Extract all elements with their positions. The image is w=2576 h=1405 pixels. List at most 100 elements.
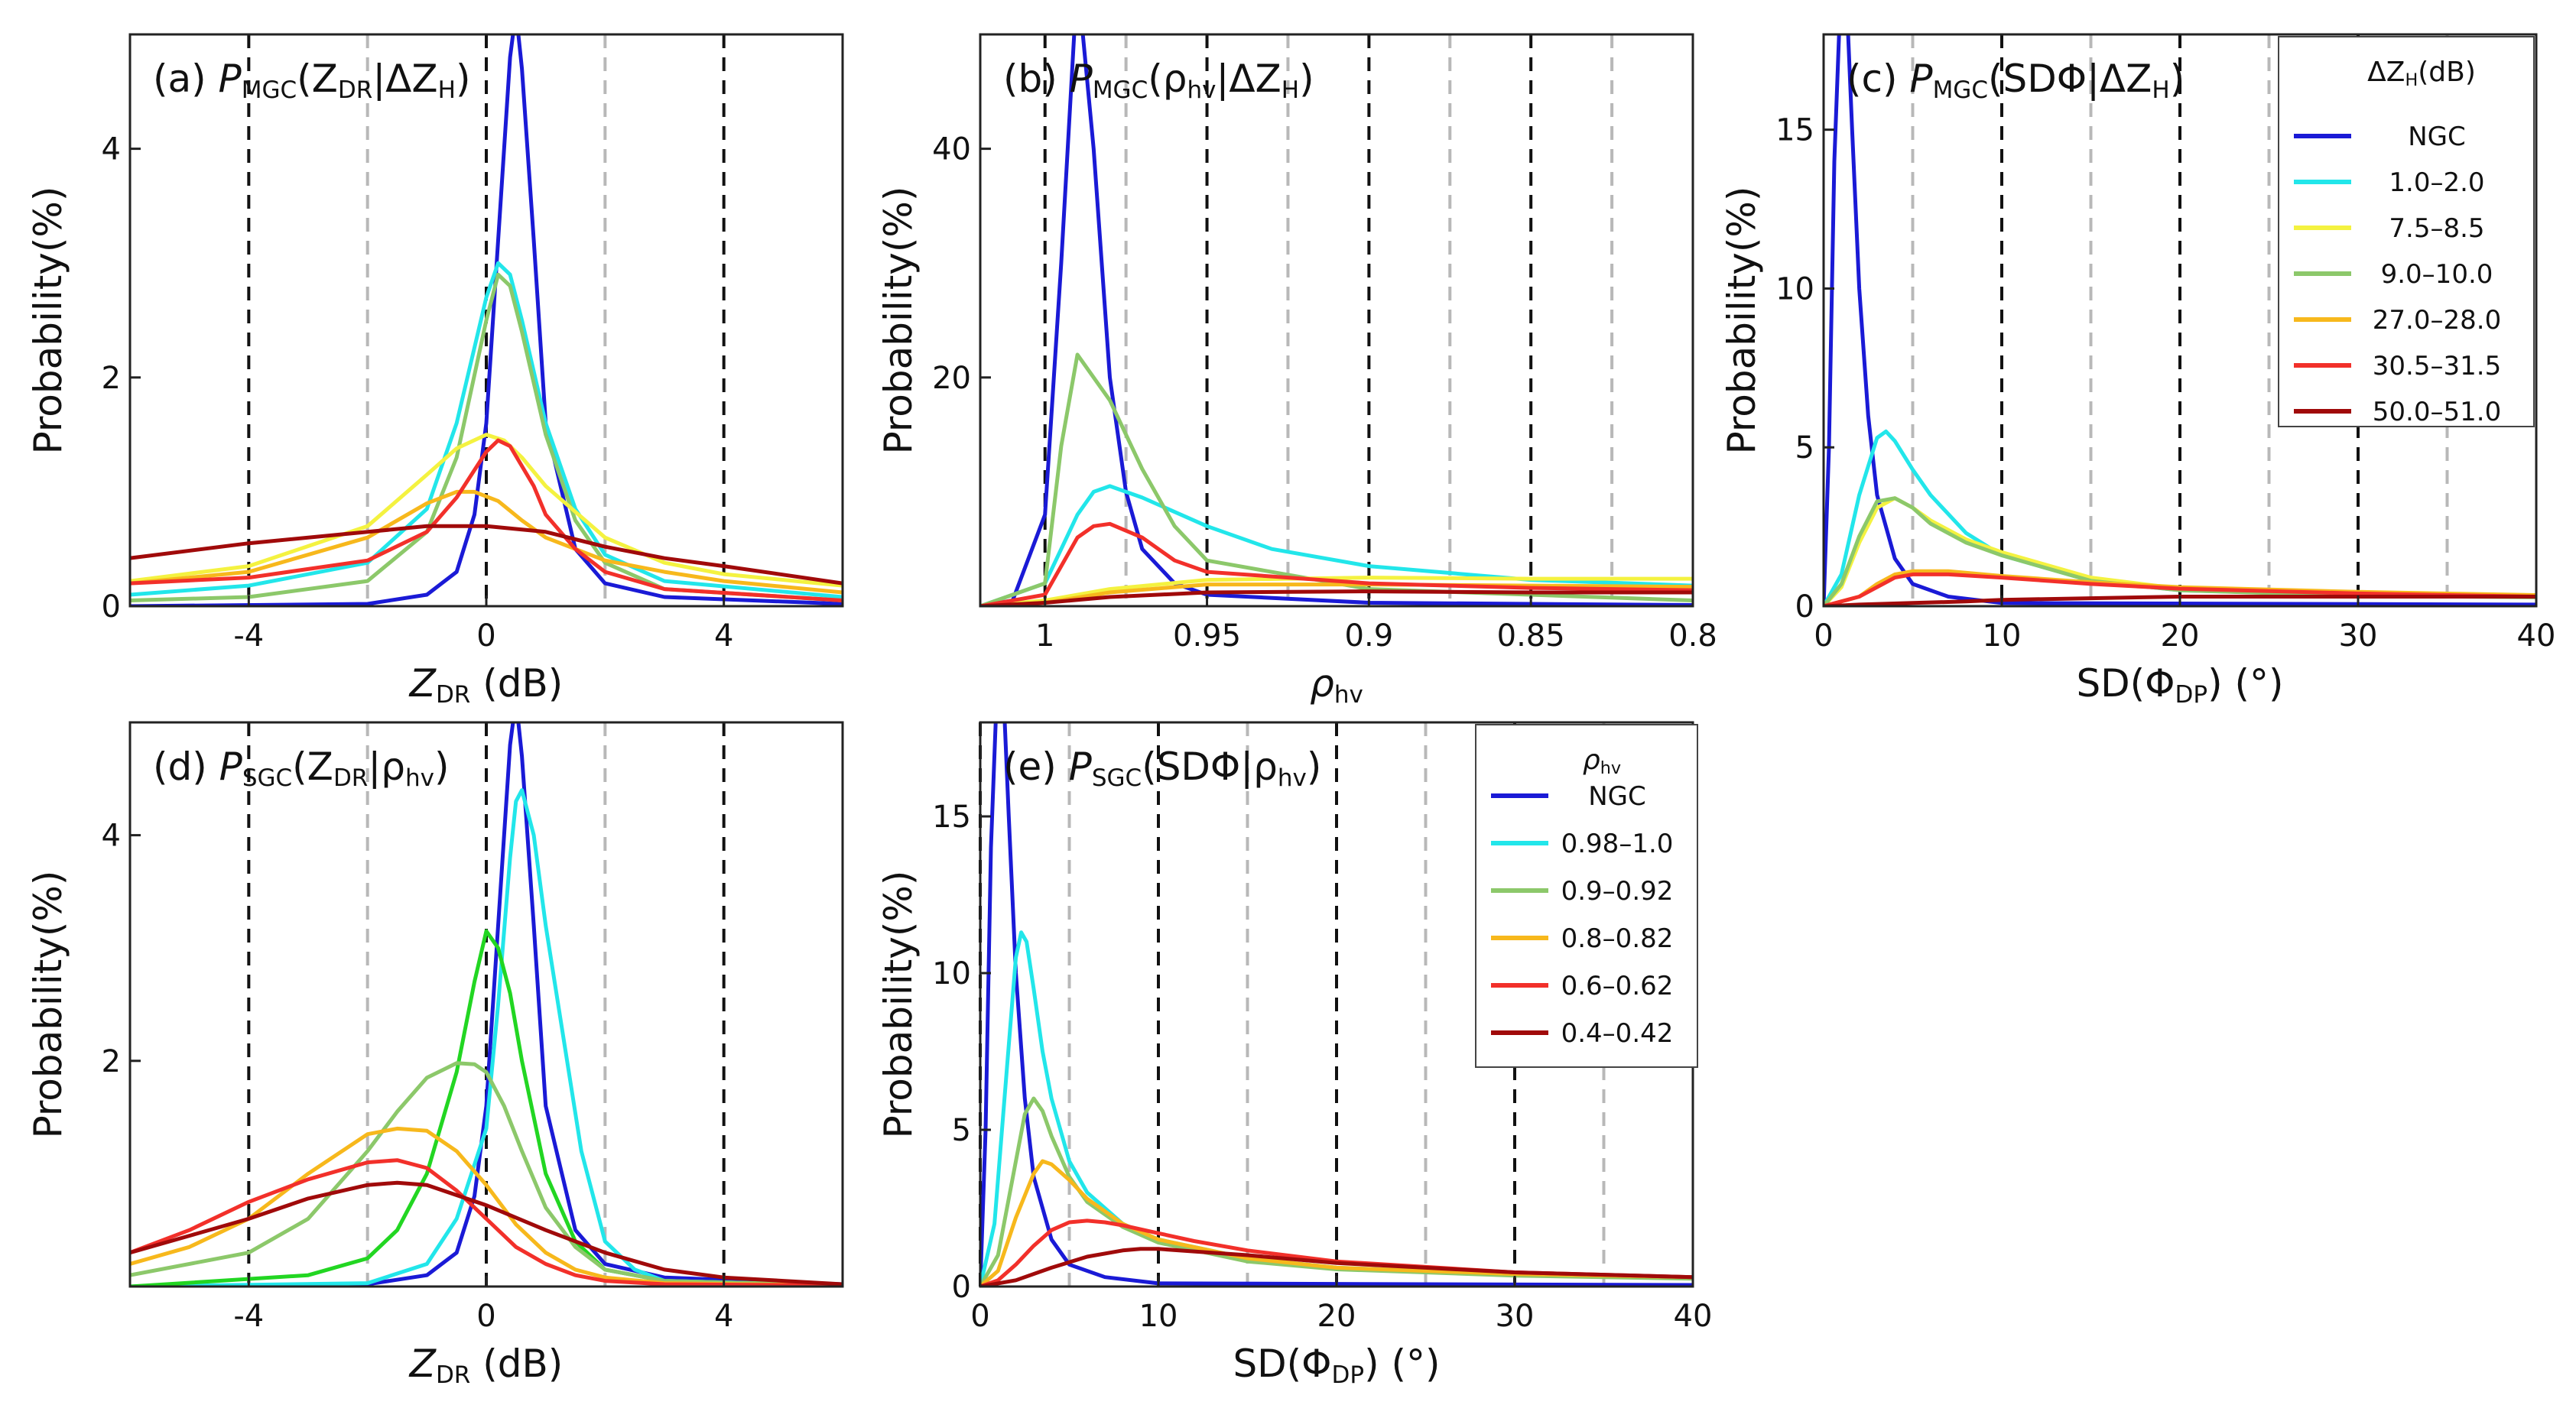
legend-title-c-part-2: (dB) <box>2418 57 2476 88</box>
legend-title-c: ΔZH(dB) <box>2367 57 2476 90</box>
series-line-c-0 <box>1824 34 2536 606</box>
series-line-d-2 <box>130 929 843 1287</box>
ytick-label-c-3: 15 <box>1775 113 1814 148</box>
series-line-a-3 <box>130 433 843 588</box>
series-line-a-6 <box>130 524 843 586</box>
ytick-label-e-2: 10 <box>932 956 971 991</box>
legend-entry-e-0: NGC <box>1588 781 1646 812</box>
panel-title-b-part-3: (ρ <box>1148 57 1187 101</box>
panel-title-a-part-6: H <box>438 76 456 104</box>
series-group-a <box>130 34 843 606</box>
ytick-label-d-1: 4 <box>102 819 121 854</box>
xtick-label-a-2: 4 <box>714 618 733 654</box>
xtick-label-d-1: 0 <box>476 1299 495 1334</box>
xtick-label-a-1: 0 <box>476 618 495 654</box>
panel-title-c-part-5: ) <box>2170 57 2185 101</box>
panel-title-c-part-3: (SDΦ|ΔZ <box>1988 57 2152 101</box>
ylabel-c: Probability(%) <box>1720 187 1764 455</box>
xtick-label-c-2: 20 <box>2161 618 2200 654</box>
panel-title-d-part-5: |ρ <box>368 745 405 789</box>
panel-title-d-part-0: (d) <box>153 745 219 789</box>
panel-title-a-part-5: |ΔZ <box>372 57 437 101</box>
legend-entry-e-3: 0.8–0.82 <box>1561 923 1674 954</box>
panel-title-d-part-4: DR <box>333 764 368 792</box>
panel-title-e: (e) PSGC(SDΦ|ρhv) <box>1003 745 1321 792</box>
panel-title-c-part-4: H <box>2152 76 2169 104</box>
series-line-d-5 <box>130 1158 843 1287</box>
panel-title-b: (b) PMGC(ρhv|ΔZH) <box>1003 57 1314 104</box>
panel-e: 0 10 20 30 40 0 5 10 15 SD(ΦDP) (°) Probability(%)… <box>876 721 1713 1389</box>
legend-e: ρhvNGC0.98–1.00.9–0.920.8–0.820.6–0.620.… <box>1475 724 1698 1068</box>
ytick-label-c-0: 0 <box>1795 589 1814 625</box>
panel-title-c: (c) PMGC(SDΦ|ΔZH) <box>1847 57 2185 104</box>
panel-b: 1 0.95 0.9 0.85 0.82040ρhvProbability(%)(b) … <box>876 33 1717 709</box>
ytick-label-b-0: 20 <box>932 361 971 396</box>
series-line-d-4 <box>130 1126 843 1287</box>
xtick-label-b-1: 0.95 <box>1173 618 1241 654</box>
xlabel-d-part-2: (dB) <box>470 1342 563 1386</box>
xtick-label-e-3: 30 <box>1496 1299 1535 1334</box>
xlabel-a: ZDR (dB) <box>408 661 564 709</box>
legend-title-e-part-0: ρ <box>1583 745 1600 776</box>
xlabel-d: ZDR (dB) <box>408 1342 564 1389</box>
series-line-a-5 <box>130 438 843 602</box>
legend-entry-c-2: 7.5–8.5 <box>2389 213 2484 244</box>
xtick-label-b-3: 0.85 <box>1497 618 1565 654</box>
series-line-a-2 <box>130 272 843 602</box>
xtick-label-a-0: -4 <box>233 618 264 654</box>
panel-title-d-part-6: hv <box>405 764 434 792</box>
series-line-a-0 <box>130 34 843 606</box>
panel-title-e-part-0: (e) <box>1003 745 1069 789</box>
ytick-label-a-1: 2 <box>102 361 121 396</box>
ylabel-e: Probability(%) <box>876 871 921 1139</box>
legend-entry-e-4: 0.6–0.62 <box>1561 971 1674 1001</box>
panel-title-c-part-1: P <box>1909 57 1933 101</box>
ytick-label-d-0: 2 <box>102 1044 121 1079</box>
legend-box-c <box>2278 36 2535 427</box>
series-line-c-5 <box>1824 572 2536 606</box>
legend-entry-c-1: 1.0–2.0 <box>2389 167 2484 198</box>
series-line-a-4 <box>130 489 843 595</box>
xtick-label-e-0: 0 <box>970 1299 989 1334</box>
panel-title-a-part-0: (a) <box>153 57 219 101</box>
panel-title-e-part-4: hv <box>1278 764 1307 792</box>
panel-title-a: (a) PMGC(ZDR|ΔZH) <box>153 57 470 104</box>
xlabel-c: SD(ΦDP) (°) <box>2076 661 2283 709</box>
panel-title-e-part-2: SGC <box>1092 764 1142 792</box>
xtick-label-d-0: -4 <box>233 1299 264 1334</box>
legend-entry-e-5: 0.4–0.42 <box>1561 1018 1674 1049</box>
ytick-label-b-1: 40 <box>932 132 971 167</box>
xtick-label-d-2: 4 <box>714 1299 733 1334</box>
panel-title-b-part-4: hv <box>1187 76 1216 104</box>
xtick-label-e-4: 40 <box>1674 1299 1713 1334</box>
xlabel-d-part-1: DR <box>436 1361 470 1389</box>
xlabel-b: ρhv <box>1310 661 1363 709</box>
xtick-label-c-3: 30 <box>2339 618 2378 654</box>
legend-entry-c-0: NGC <box>2408 122 2466 152</box>
xlabel-a-part-0: Z <box>408 661 437 706</box>
panel-title-e-part-3: (SDΦ|ρ <box>1142 745 1278 789</box>
xlabel-a-part-1: DR <box>436 681 470 709</box>
panel-title-c-part-0: (c) <box>1847 57 1909 101</box>
ylabel-a: Probability(%) <box>26 187 70 455</box>
xlabel-a-part-2: (dB) <box>470 661 563 706</box>
legend-c: ΔZH(dB) NGC 1.0–2.0 7.5–8.5 9.0–10.0 27.0–28.… <box>2278 36 2535 427</box>
legend-title-e-part-1: hv <box>1600 758 1621 778</box>
xlabel-b-part-0: ρ <box>1310 661 1334 706</box>
legend-entry-e-1: 0.98–1.0 <box>1561 829 1674 859</box>
xlabel-c-part-0: SD(Φ <box>2076 661 2175 706</box>
xlabel-c-part-2: ) (°) <box>2207 661 2283 706</box>
xtick-label-c-1: 10 <box>1983 618 2022 654</box>
legend-title-e: ρhv <box>1583 745 1621 778</box>
xtick-label-e-2: 20 <box>1317 1299 1356 1334</box>
xlabel-e: SD(ΦDP) (°) <box>1233 1342 1440 1389</box>
panel-title-e-part-5: ) <box>1307 745 1322 789</box>
series-line-e-3 <box>980 1159 1693 1287</box>
series-group-d <box>130 722 843 1287</box>
xtick-label-e-1: 10 <box>1139 1299 1178 1334</box>
xlabel-e-part-1: DP <box>1332 1361 1365 1389</box>
legend-entry-c-6: 50.0–51.0 <box>2373 397 2501 427</box>
series-group-e <box>980 722 1693 1287</box>
series-line-b-2 <box>980 352 1693 606</box>
